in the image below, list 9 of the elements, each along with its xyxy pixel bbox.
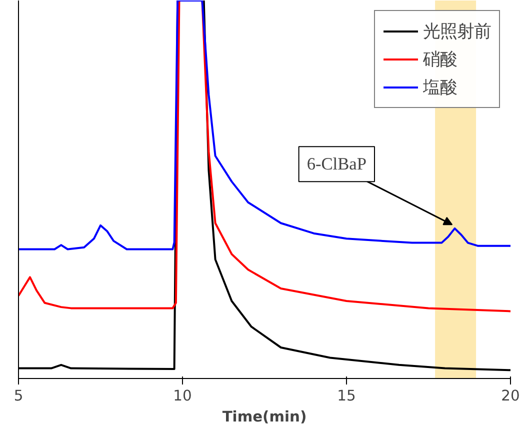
annotation: 6-ClBaP	[306, 154, 367, 174]
x-tick-label: 15	[337, 388, 356, 404]
legend-label: 塩酸	[423, 77, 457, 99]
legend-label: 硝酸	[423, 49, 457, 71]
x-axis-title: Time(min)	[222, 408, 307, 426]
x-tick-label: 5	[14, 388, 24, 404]
legend-label: 光照射前	[423, 21, 491, 43]
x-tick-label: 10	[173, 388, 192, 404]
x-tick-label: 20	[501, 388, 520, 404]
